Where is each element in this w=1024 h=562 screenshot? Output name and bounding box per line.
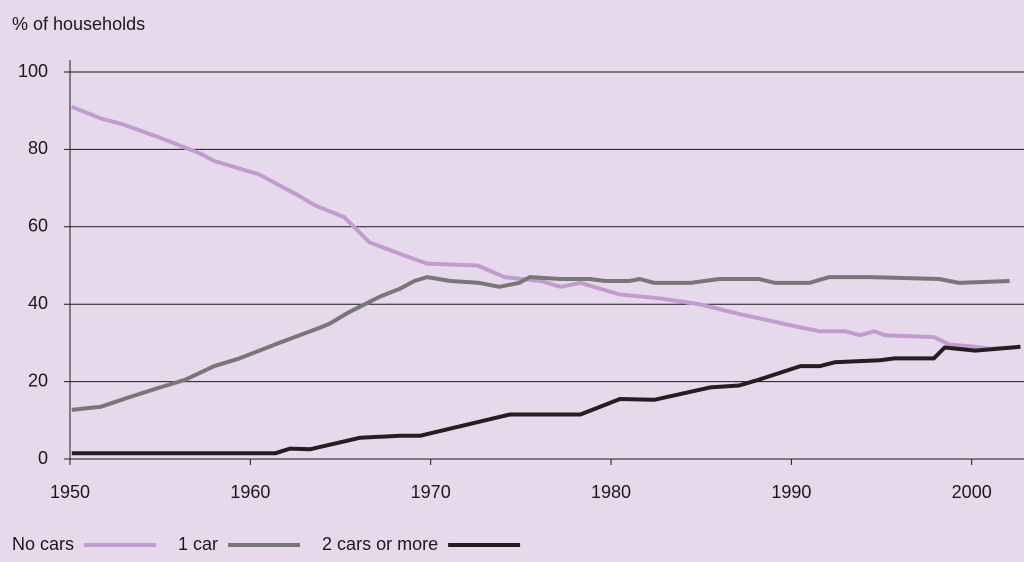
y-tick-label: 80: [28, 138, 48, 158]
series-line: [71, 344, 1021, 456]
x-tick-label: 1950: [50, 482, 90, 502]
y-axis-label: % of households: [12, 14, 145, 34]
legend-label: 2 cars or more: [322, 534, 438, 554]
legend-label: No cars: [12, 534, 74, 554]
x-tick-label: 2000: [952, 482, 992, 502]
x-tick-label: 1960: [230, 482, 270, 502]
y-tick-label: 60: [28, 216, 48, 236]
legend-label: 1 car: [178, 534, 218, 554]
x-tick-label: 1970: [411, 482, 451, 502]
x-tick-label: 1980: [591, 482, 631, 502]
y-tick-label: 40: [28, 293, 48, 313]
x-tick-label: 1990: [771, 482, 811, 502]
series-line: [71, 104, 1021, 351]
y-tick-label: 20: [28, 370, 48, 390]
series-line: [71, 275, 1010, 412]
y-tick-label: 0: [38, 448, 48, 468]
y-tick-label: 100: [18, 61, 48, 81]
